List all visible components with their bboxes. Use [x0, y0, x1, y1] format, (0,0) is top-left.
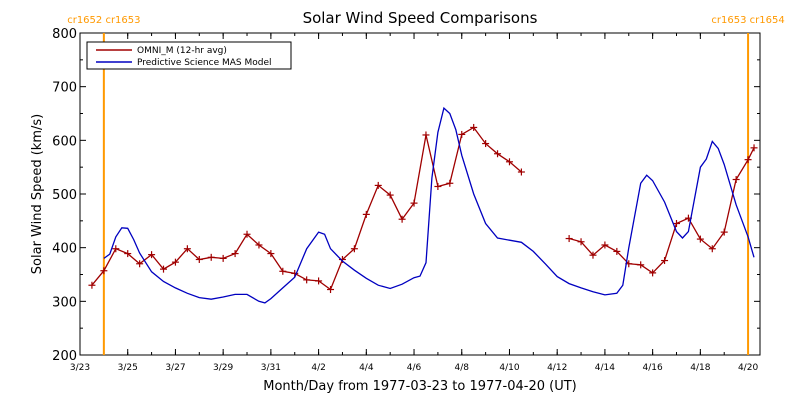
x-tick-label: 3/25	[118, 363, 138, 373]
series-omni	[88, 123, 758, 294]
data-point	[649, 269, 657, 277]
x-tick-label: 4/4	[359, 363, 374, 373]
data-point	[613, 247, 621, 255]
data-point	[255, 241, 263, 249]
x-tick-label: 4/6	[407, 363, 422, 373]
series-mas-model	[103, 106, 755, 304]
carrington-label: cr1652 cr1653	[67, 15, 140, 26]
data-point	[374, 181, 382, 189]
carrington-label: cr1653 cr1654	[711, 15, 784, 26]
data-point	[171, 258, 179, 266]
carrington-markers: cr1652 cr1653 cr1653 cr1654	[67, 15, 785, 355]
plot-frame	[79, 32, 761, 356]
data-point	[100, 267, 108, 275]
data-point	[303, 276, 311, 284]
data-point	[661, 257, 669, 265]
data-point	[494, 150, 502, 158]
data-point	[207, 253, 215, 261]
series-line	[103, 106, 755, 304]
chart-title: Solar Wind Speed Comparisons	[303, 9, 538, 27]
data-point	[422, 131, 430, 139]
data-point	[231, 250, 239, 258]
series-layer	[88, 106, 758, 304]
data-point	[577, 238, 585, 246]
data-point	[637, 261, 645, 269]
data-point	[458, 130, 466, 138]
x-tick-label: 4/18	[690, 363, 710, 373]
data-point	[195, 255, 203, 263]
x-axis-label: Month/Day from 1977-03-23 to 1977-04-20 …	[263, 379, 576, 394]
data-point	[672, 220, 680, 228]
x-tick-label: 3/27	[165, 363, 185, 373]
data-point	[470, 123, 478, 131]
y-tick-label: 600	[52, 134, 77, 149]
x-tick-label: 4/12	[547, 363, 567, 373]
x-tick-label: 4/14	[595, 363, 615, 373]
data-point	[505, 158, 513, 166]
x-tick-label: 4/2	[311, 363, 325, 373]
x-tick-label: 4/16	[643, 363, 663, 373]
data-point	[88, 281, 96, 289]
data-point	[565, 235, 573, 243]
legend-label: Predictive Science MAS Model	[137, 58, 272, 68]
data-point	[708, 245, 716, 253]
data-point	[183, 245, 191, 253]
data-point	[136, 260, 144, 268]
data-point	[243, 230, 251, 238]
data-point	[744, 156, 752, 164]
data-point	[446, 179, 454, 187]
y-tick-label: 800	[52, 27, 77, 42]
y-tick-label: 700	[52, 81, 77, 96]
data-point	[398, 215, 406, 223]
y-tick-label: 300	[52, 295, 77, 310]
legend: OMNI_M (12-hr avg) Predictive Science MAS…	[86, 41, 292, 70]
data-point	[410, 199, 418, 207]
data-point	[267, 250, 275, 258]
data-point	[327, 286, 335, 294]
legend-box	[86, 41, 292, 70]
y-axis-label: Solar Wind Speed (km/s)	[30, 114, 45, 274]
y-tick-label: 500	[52, 188, 77, 203]
data-point	[517, 168, 525, 176]
series-line	[91, 126, 522, 291]
data-point	[589, 251, 597, 259]
data-point	[720, 228, 728, 236]
data-point	[160, 265, 168, 273]
data-point	[434, 182, 442, 190]
legend-label: OMNI_M (12-hr avg)	[137, 46, 227, 56]
x-tick-label: 4/8	[455, 363, 470, 373]
data-point	[482, 140, 490, 148]
y-axis-ticks: 200 300 400 500 600 700 800	[52, 27, 760, 364]
data-point	[124, 250, 132, 258]
x-tick-label: 3/29	[213, 363, 233, 373]
data-point	[696, 235, 704, 243]
data-point	[386, 191, 394, 199]
data-point	[148, 251, 156, 259]
data-point	[219, 254, 227, 262]
data-point	[112, 245, 120, 253]
x-axis-ticks: 3/23 3/25 3/27 3/29 3/31 4/2 4/4 4/6 4/8 4/10 4/12…	[70, 33, 758, 373]
x-tick-label: 4/20	[738, 363, 758, 373]
series-line	[568, 147, 755, 274]
data-point	[732, 176, 740, 184]
x-tick-label: 4/10	[499, 363, 519, 373]
data-point	[315, 277, 323, 285]
x-tick-label: 3/23	[70, 363, 90, 373]
data-point	[362, 210, 370, 218]
data-point	[350, 245, 358, 253]
y-tick-label: 400	[52, 242, 77, 257]
data-point	[601, 241, 609, 249]
x-tick-label: 3/31	[261, 363, 281, 373]
y-tick-label: 200	[52, 349, 77, 364]
data-point	[279, 267, 287, 275]
data-point	[750, 144, 758, 152]
